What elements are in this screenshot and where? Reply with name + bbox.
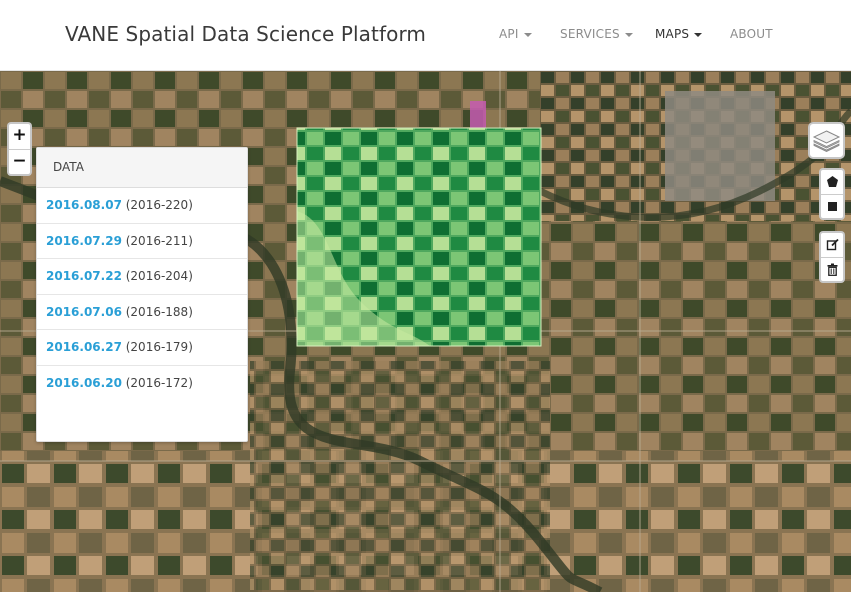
list-item: 2016.07.29 (2016-211): [37, 224, 247, 259]
trash-icon: [827, 263, 838, 276]
list-item: 2016.06.27 (2016-179): [37, 330, 247, 366]
nav-services-label: SERVICES: [560, 27, 620, 41]
nav-maps[interactable]: MAPS: [655, 27, 703, 41]
day-of-year: (2016-172): [121, 375, 193, 390]
nav-services[interactable]: SERVICES: [560, 27, 633, 41]
chevron-down-icon: [694, 32, 703, 37]
zoom-in-button[interactable]: +: [12, 125, 27, 145]
draw-polygon-icon: [827, 176, 838, 187]
date-link[interactable]: 2016.06.20: [46, 375, 122, 390]
layers-icon: [812, 130, 841, 152]
zoom-control: + −: [7, 122, 32, 176]
date-link[interactable]: 2016.07.22: [46, 269, 122, 283]
edit-toolbar: [819, 231, 845, 283]
edit-layers-button[interactable]: [821, 233, 843, 257]
delete-layers-button[interactable]: [821, 257, 843, 281]
date-link[interactable]: 2016.06.27: [46, 340, 122, 354]
list-item: 2016.07.06 (2016-188): [37, 295, 247, 330]
main-nav: API SERVICES MAPS ABOUT: [0, 27, 851, 43]
list-item: 2016.08.07 (2016-220): [37, 188, 247, 224]
nav-api[interactable]: API: [499, 27, 532, 41]
day-of-year: (2016-211): [121, 233, 193, 248]
nav-maps-label: MAPS: [655, 27, 690, 41]
layers-button[interactable]: [808, 122, 845, 159]
chevron-down-icon: [624, 32, 633, 37]
ndvi-overlay[interactable]: [296, 127, 542, 347]
day-of-year: (2016-220): [121, 198, 193, 212]
edit-icon: [826, 238, 839, 251]
date-link[interactable]: 2016.07.29: [46, 233, 122, 248]
map-view[interactable]: + − DATA 2016.08.07 (2016-220) 2016.07.2…: [0, 71, 851, 592]
draw-toolbar: [819, 168, 845, 220]
day-of-year: (2016-204): [121, 269, 193, 283]
draw-polygon-button[interactable]: [821, 170, 843, 194]
zoom-out-button[interactable]: −: [9, 149, 30, 174]
date-link[interactable]: 2016.08.07: [46, 198, 122, 212]
nav-about-label: ABOUT: [730, 27, 773, 41]
list-item: 2016.06.20 (2016-172): [37, 366, 247, 402]
brand-title[interactable]: VANE Spatial Data Science Platform: [65, 22, 426, 46]
data-panel-title: DATA: [37, 148, 247, 188]
nav-about[interactable]: ABOUT: [730, 27, 773, 41]
draw-rectangle-button[interactable]: [821, 194, 843, 218]
navbar: VANE Spatial Data Science Platform API S…: [0, 0, 851, 71]
nav-api-label: API: [499, 27, 519, 41]
draw-rectangle-icon: [828, 202, 837, 211]
date-link[interactable]: 2016.07.06: [46, 304, 122, 319]
day-of-year: (2016-188): [121, 304, 193, 319]
day-of-year: (2016-179): [121, 340, 193, 354]
list-item: 2016.07.22 (2016-204): [37, 259, 247, 295]
chevron-down-icon: [523, 32, 532, 37]
data-panel: DATA 2016.08.07 (2016-220) 2016.07.29 (2…: [36, 147, 248, 442]
